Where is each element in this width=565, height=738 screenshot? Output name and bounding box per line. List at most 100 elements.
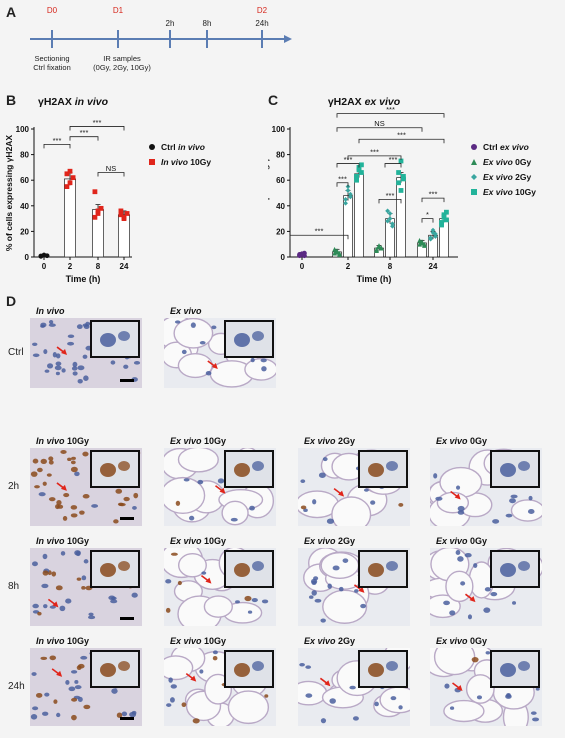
inset-nucleus — [118, 561, 130, 571]
y-tick-label: 0 — [25, 253, 30, 262]
nucleus — [300, 479, 306, 483]
nucleus — [235, 600, 240, 604]
data-point — [92, 189, 98, 195]
micrograph — [30, 318, 142, 388]
inset-zoom — [90, 450, 140, 488]
micrograph — [164, 548, 276, 626]
nucleus — [133, 492, 139, 499]
nucleus — [484, 587, 491, 592]
arrow-head — [454, 493, 461, 500]
nucleus — [37, 611, 42, 616]
micrograph — [298, 648, 410, 726]
nucleus — [505, 513, 513, 518]
significance-bracket — [421, 218, 434, 223]
y-axis-label: % of cells expressing γH2AX — [268, 135, 270, 252]
inset-zoom — [224, 650, 274, 688]
x-tick-label: 0 — [300, 262, 305, 271]
alveolus — [320, 551, 360, 580]
inset-zoom — [224, 450, 274, 488]
nucleus — [88, 612, 94, 616]
bar — [354, 173, 364, 258]
legend-label: In vivo 10Gy — [161, 157, 211, 167]
arrow-head — [60, 484, 67, 491]
nucleus — [63, 493, 70, 498]
micrograph — [164, 648, 276, 726]
significance-label: NS — [106, 164, 116, 173]
row-label-8h: 8h — [8, 581, 20, 592]
nucleus — [199, 341, 206, 345]
data-point — [439, 220, 444, 225]
nucleus — [455, 549, 461, 556]
nucleus — [398, 502, 404, 507]
significance-label: *** — [386, 191, 395, 200]
significance-bracket — [358, 138, 445, 144]
y-tick-label: 20 — [20, 227, 29, 236]
inset-zoom — [90, 550, 140, 588]
nucleus — [44, 692, 50, 697]
nucleus — [72, 371, 78, 376]
nucleus — [41, 583, 49, 589]
nucleus — [305, 665, 312, 669]
nucleus — [49, 605, 56, 609]
alveolus — [164, 655, 194, 681]
data-point — [343, 197, 348, 202]
nucleus — [48, 323, 56, 327]
inset-zoom — [224, 320, 274, 358]
nucleus — [74, 680, 79, 684]
nucleus — [444, 683, 450, 689]
nucleus — [32, 603, 39, 609]
alveolus — [177, 448, 219, 473]
significance-bracket — [336, 163, 360, 168]
nucleus — [76, 665, 82, 671]
nucleus — [264, 694, 269, 698]
nucleus — [80, 655, 88, 660]
data-point — [390, 223, 395, 229]
nucleus — [327, 583, 332, 589]
significance-label: *** — [397, 131, 406, 140]
nucleus — [390, 696, 397, 701]
arrow-head — [61, 349, 68, 356]
nucleus — [443, 600, 450, 606]
inset-zoom — [358, 650, 408, 688]
nucleus — [43, 604, 48, 609]
significance-bracket — [378, 199, 402, 204]
nucleus — [168, 677, 173, 683]
nucleus — [320, 718, 327, 724]
micrograph — [430, 448, 542, 526]
nucleus — [116, 712, 123, 718]
nucleus — [352, 716, 359, 721]
nucleus — [211, 325, 217, 330]
nucleus — [244, 595, 252, 602]
timeline-label-2h: 2h — [166, 19, 175, 28]
nucleus — [71, 456, 76, 460]
timeline-note-left: Sectioning — [34, 54, 69, 63]
nucleus — [314, 598, 322, 603]
nucleus — [299, 663, 305, 667]
nucleus — [60, 450, 67, 454]
nucleus — [485, 651, 491, 655]
legend-label: Ex vivo 2Gy — [483, 172, 531, 182]
significance-bracket — [97, 172, 125, 177]
nucleus — [460, 581, 466, 586]
nucleus — [91, 504, 99, 508]
arrow-head — [56, 670, 63, 677]
nucleus — [535, 687, 540, 691]
nucleus — [457, 505, 465, 512]
inset-nucleus — [234, 563, 250, 577]
nucleus — [30, 714, 38, 720]
micrograph — [30, 448, 142, 526]
nucleus — [55, 371, 60, 376]
data-point — [390, 221, 395, 227]
nucleus — [48, 460, 54, 465]
nucleus — [177, 580, 182, 586]
nucleus — [82, 451, 89, 457]
legend-label: Ex vivo 10Gy — [483, 187, 536, 197]
nucleus — [67, 334, 75, 339]
nucleus — [318, 472, 326, 478]
significance-bracket — [384, 163, 402, 168]
data-point — [38, 253, 44, 259]
data-point — [64, 171, 70, 177]
nucleus — [181, 349, 187, 355]
nucleus — [165, 579, 172, 584]
micrograph-title: Ex vivo — [170, 306, 202, 316]
